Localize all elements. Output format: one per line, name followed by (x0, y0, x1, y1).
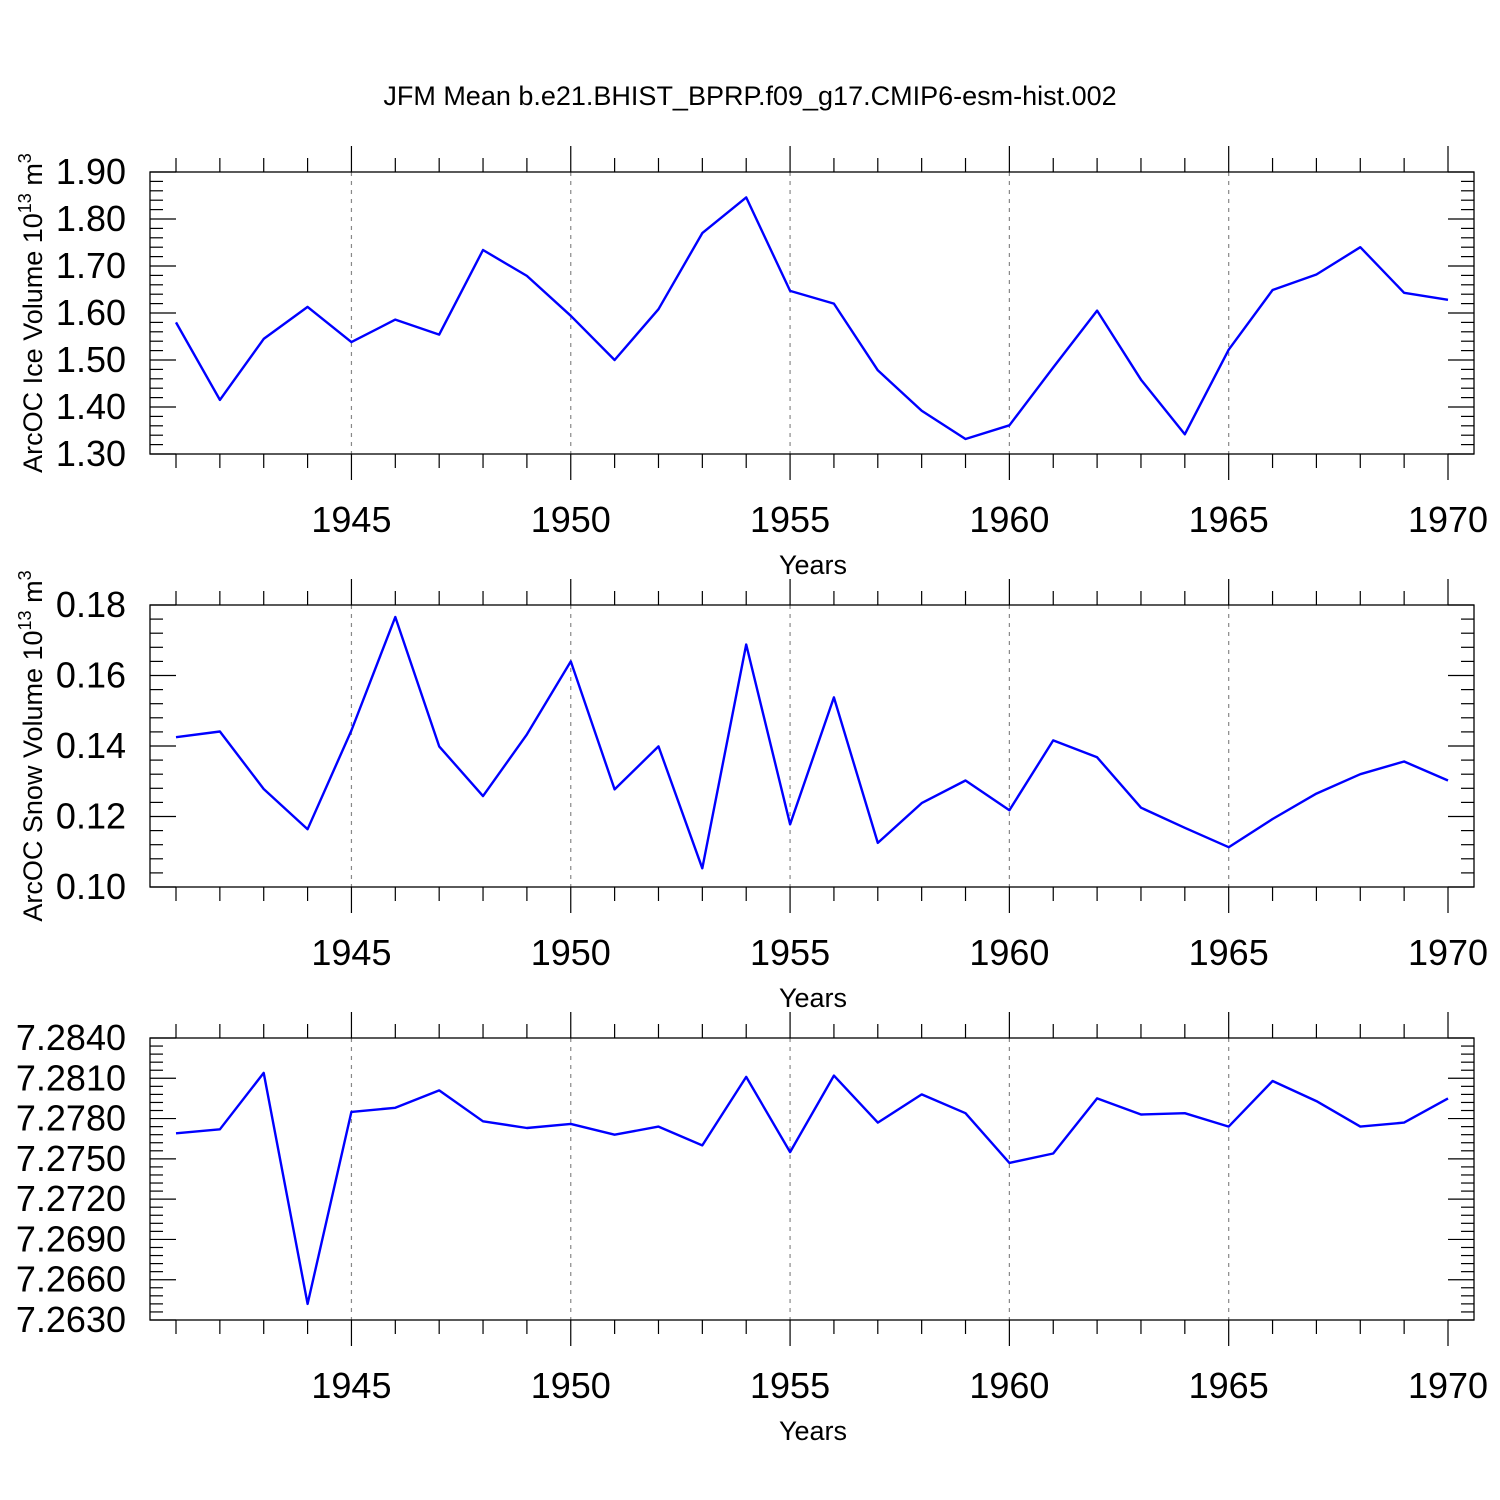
x-tick-label: 1955 (750, 499, 830, 540)
y-tick-label: 1.80 (56, 198, 126, 239)
chart-panel-1: 1.30 1.40 1.50 1.60 1.70 1.80 1.90 1945 1950 1955… (15, 146, 1488, 580)
series-line (175, 615, 1449, 870)
y-axis-title-unit-exponent: 3 (15, 153, 35, 163)
x-tick-label: 1960 (969, 1365, 1049, 1406)
figure-title: JFM Mean b.e21.BHIST_BPRP.f09_g17.CMIP6-… (383, 81, 1116, 111)
x-tick-label: 1965 (1189, 932, 1269, 973)
y-tick-label: 0.18 (56, 584, 126, 625)
x-tick-label: 1945 (311, 499, 391, 540)
x-tick-label: 1965 (1189, 499, 1269, 540)
x-tick-label: 1950 (531, 499, 611, 540)
chart-panel-2: 0.10 0.12 0.14 0.16 0.18 1945 1950 1955 1960 1965… (15, 570, 1488, 1013)
x-tick-label: 1960 (969, 499, 1049, 540)
y-axis-title: ArcOC Ice Volume 1013 m3 (15, 153, 48, 473)
y-axis-title-exponent: 13 (15, 610, 35, 630)
x-tick-label: 1970 (1408, 932, 1488, 973)
y-tick-label: 7.2840 (16, 1017, 126, 1058)
y-axis-title-unit-exponent: 3 (15, 570, 35, 580)
x-tick-label: 1945 (311, 932, 391, 973)
series-line (174, 196, 1449, 441)
x-axis-title: Years (779, 550, 847, 580)
y-tick-label: 7.2780 (16, 1098, 126, 1139)
y-tick-label: 7.2630 (16, 1299, 126, 1340)
x-tick-label: 1955 (750, 932, 830, 973)
x-tick-label: 1950 (531, 932, 611, 973)
x-tick-label: 1955 (750, 1365, 830, 1406)
x-tick-label: 1970 (1408, 499, 1488, 540)
x-tick-label: 1965 (1189, 1365, 1269, 1406)
y-tick-label: 0.12 (56, 796, 126, 837)
y-tick-label: 0.14 (56, 725, 126, 766)
y-tick-label: 7.2660 (16, 1259, 126, 1300)
y-axis-title-unit: m (18, 580, 48, 610)
y-tick-label: 1.30 (56, 433, 126, 474)
x-tick-label: 1970 (1408, 1365, 1488, 1406)
x-axis-title: Years (779, 1416, 847, 1446)
plot-frame (149, 604, 1475, 888)
y-tick-label: 1.60 (56, 292, 126, 333)
y-tick-label: 1.40 (56, 386, 126, 427)
series-line (175, 1071, 1449, 1306)
panels: 1.30 1.40 1.50 1.60 1.70 1.80 1.90 1945 1950 1955… (15, 146, 1488, 1446)
x-tick-label: 1950 (531, 1365, 611, 1406)
y-axis-title-text: ArcOC Ice Volume 10 (18, 213, 48, 473)
y-tick-label: 1.90 (56, 151, 126, 192)
x-tick-label: 1960 (969, 932, 1049, 973)
plot-frame (149, 171, 1475, 455)
y-axis-title-unit: m (18, 163, 48, 193)
y-axis-title: ArcOC Snow Volume 1013 m3 (15, 570, 48, 921)
y-axis-title-text: ArcOC Snow Volume 10 (18, 630, 48, 921)
y-tick-label: 1.70 (56, 245, 126, 286)
y-tick-label: 7.2720 (16, 1178, 126, 1219)
y-axis-title-exponent: 13 (15, 193, 35, 213)
x-tick-label: 1945 (311, 1365, 391, 1406)
plot-frame (149, 1037, 1475, 1321)
y-tick-label: 7.2750 (16, 1138, 126, 1179)
y-tick-label: 7.2690 (16, 1218, 126, 1259)
x-axis-title: Years (779, 983, 847, 1013)
y-tick-label: 0.16 (56, 655, 126, 696)
y-tick-label: 7.2810 (16, 1057, 126, 1098)
y-tick-label: 1.50 (56, 339, 126, 380)
chart-panel-3: 7.26307.26607.26907.27207.27507.27807.28… (16, 1012, 1488, 1446)
y-tick-label: 0.10 (56, 866, 126, 907)
